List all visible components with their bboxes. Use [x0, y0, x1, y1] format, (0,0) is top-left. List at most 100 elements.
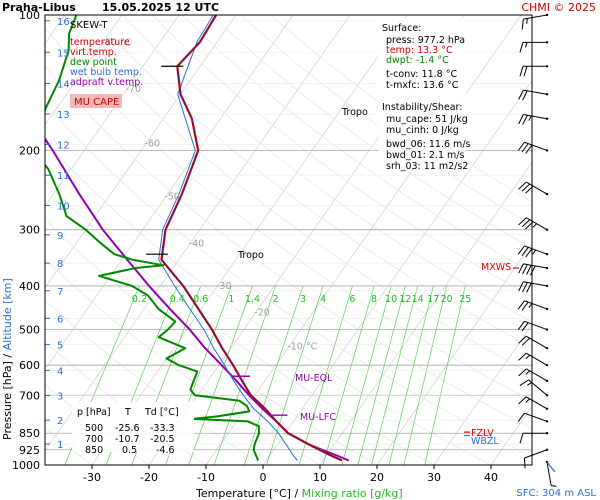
tropo-label-upper: Tropo — [341, 107, 368, 118]
wind-barb-staff — [524, 449, 548, 459]
wind-barb-dot — [545, 228, 549, 231]
isotherm-line — [205, 15, 522, 465]
wind-barb-dot — [545, 379, 549, 383]
wind-barb-half-flag — [525, 354, 531, 360]
wind-barb — [518, 368, 549, 383]
wind-barb-flag — [526, 282, 532, 293]
wind-barb-dot — [545, 394, 549, 397]
isotherm-line — [319, 161, 532, 465]
wind-barb — [517, 320, 549, 332]
station-name: Praha-Libus — [2, 1, 76, 14]
surface-wind-marker — [546, 461, 556, 473]
wind-barb-half-flag — [525, 398, 531, 403]
mixing-ratio-line — [243, 285, 304, 465]
mu-lfc-label: MU-LFC — [300, 412, 336, 423]
temperature-tick-label: 20 — [370, 471, 384, 484]
dry-adiabat-line — [122, 15, 532, 323]
mixing-ratio-label: 0.2 — [132, 294, 147, 305]
table-row-700-p: 700 — [85, 434, 103, 445]
isotherm-label: -20 — [254, 307, 270, 318]
mixing-ratio-label: 1.4 — [245, 294, 260, 305]
wind-barb — [517, 245, 549, 258]
surface-dwpt: dwpt: -1.4 °C — [386, 55, 449, 66]
altitude-tick-label: 6 — [57, 314, 63, 325]
temperature-tick-label: 30 — [427, 471, 441, 484]
altitude-tick-label: 2 — [57, 416, 63, 427]
sounding-datetime: 15.05.2025 12 UTC — [102, 1, 219, 14]
table-row-700-t: -10.7 — [115, 434, 140, 445]
wind-barb-dot — [545, 448, 549, 451]
wind-barb-flag — [518, 217, 527, 226]
virtual-temperature-line — [161, 15, 343, 461]
isotherm-label: -40 — [189, 238, 205, 249]
wind-barb-flag — [522, 90, 528, 101]
wind-barb-flag — [521, 247, 529, 256]
altitude-tick-label: 12 — [57, 141, 70, 152]
x-axis-mixing: Mixing ratio [g/kg] — [302, 487, 403, 500]
instability-mucape: mu_cape: 51 J/kg — [386, 114, 468, 125]
table-header-p: p [hPa] — [77, 407, 111, 418]
wind-barb — [518, 114, 549, 125]
wind-barb-half-flag — [525, 370, 531, 375]
surface-press: press: 977.2 hPa — [386, 35, 465, 46]
wind-barb-flag — [523, 457, 526, 469]
wind-barb-dot — [545, 65, 549, 68]
mixing-ratio-label: 14 — [412, 294, 424, 305]
wind-barb-flag — [519, 379, 529, 387]
mixing-ratio-line — [341, 285, 392, 465]
isotherm-line — [45, 15, 123, 126]
wind-barb-flag — [519, 66, 524, 77]
wind-barb-flag — [521, 143, 529, 153]
wind-barb-dot — [545, 307, 549, 311]
x-axis-temperature: Temperature [°C] — [195, 487, 291, 500]
dry-adiabat-line — [270, 15, 532, 203]
surface-tmxfc: t-mxfc: 13.6 °C — [386, 80, 459, 91]
pressure-tick-label: 200 — [19, 144, 40, 157]
wind-barb — [518, 396, 549, 410]
surface-title: Surface: — [382, 23, 421, 34]
altitude-tick-label: 13 — [57, 110, 70, 121]
wind-barb-flag — [521, 183, 531, 192]
isotherm-line — [45, 15, 180, 208]
temperature-tick-label: -20 — [140, 471, 158, 484]
wind-barb — [517, 412, 549, 423]
wind-barb-half-flag — [551, 485, 557, 487]
wind-barb-flag — [519, 42, 524, 53]
isotherm-label: -30 — [216, 281, 232, 292]
table-row-850-t: 0.5 — [122, 445, 137, 456]
mixing-ratio-label: 20 — [441, 294, 453, 305]
isotherm-label: -80 °C — [101, 37, 131, 48]
wind-barb-dot — [545, 192, 549, 196]
temperature-tick-label: 10 — [313, 471, 327, 484]
wind-barb-flag — [518, 368, 527, 377]
wind-barb-dot — [545, 363, 549, 367]
sfc-height-label: SFC: 304 m ASL — [516, 488, 596, 499]
wind-barb-flag — [518, 181, 527, 190]
wind-barb-flag — [521, 337, 531, 346]
x-axis-title: Temperature [°C] / Mixing ratio [g/kg] — [195, 487, 403, 500]
mixing-ratio-line — [388, 285, 434, 465]
mixing-ratio-label: 8 — [371, 294, 377, 305]
mxws-label: MXWS — [481, 262, 511, 273]
axis-ticks: 1002003004005006007008509251000123456789… — [12, 9, 498, 484]
dry-adiabat-line — [45, 27, 532, 402]
wind-barb-flag — [518, 263, 524, 274]
wind-barb-flag — [518, 281, 524, 292]
isotherm-label: -70 — [126, 84, 142, 95]
isotherm-line — [91, 15, 408, 465]
wind-barb-dot — [545, 432, 549, 435]
dry-adiabat-line — [211, 15, 532, 249]
altitude-tick-label: 4 — [57, 366, 63, 377]
wind-barb — [523, 448, 549, 469]
wind-barb-dot — [545, 420, 549, 423]
table-row-500-t: -25.6 — [115, 423, 140, 434]
instability-mucinh: mu_cinh: 0 J/kg — [386, 125, 459, 136]
wind-barb-dot — [545, 284, 549, 288]
wind-barb-flag — [517, 141, 525, 151]
wind-barb-flag — [522, 282, 528, 293]
altitude-tick-label: 16 — [57, 17, 70, 28]
mixing-ratio-label: 6 — [349, 294, 355, 305]
altitude-tick-label: 14 — [57, 80, 70, 91]
wind-barb-dot — [545, 328, 549, 331]
dew-point-line — [45, 15, 260, 461]
